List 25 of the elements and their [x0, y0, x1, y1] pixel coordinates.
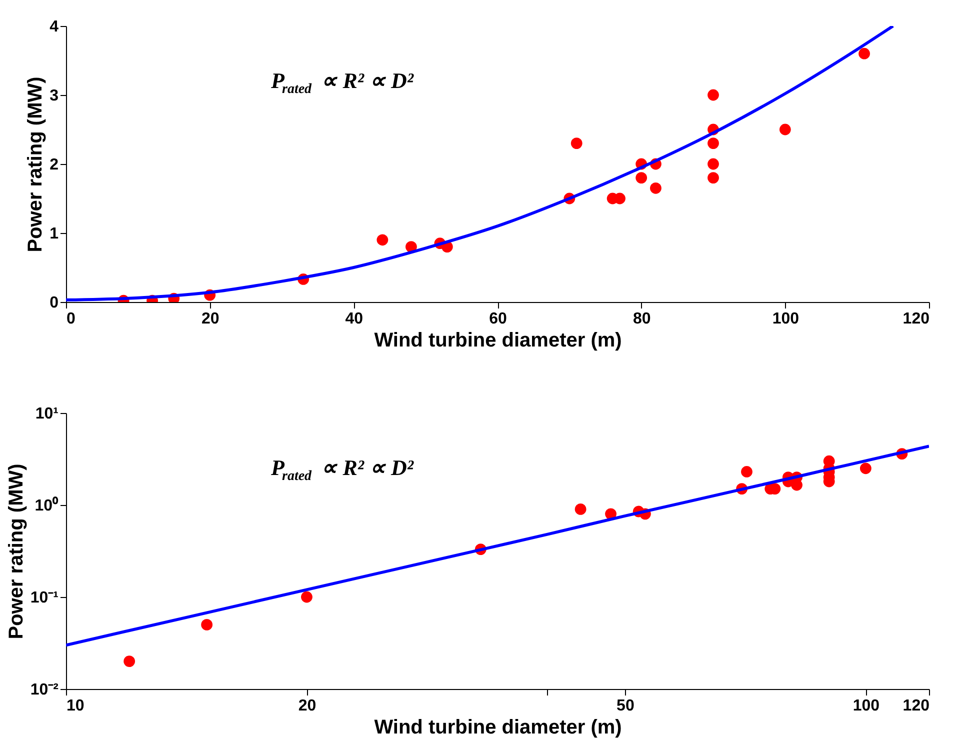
y-axis-title: Power rating (MW) [24, 76, 47, 252]
x-tick-label: 80 [632, 310, 651, 328]
x-tick-label: 40 [345, 310, 364, 328]
y-tick-label: 1 [50, 226, 59, 242]
x-tick-label: 50 [616, 698, 634, 714]
x-tick-label: 20 [201, 310, 220, 328]
x-axis-title: Wind turbine diameter (m) [374, 330, 622, 352]
y-tick-label: 3 [50, 88, 59, 104]
x-tick-label: 0 [66, 310, 76, 328]
y-tick-label: 10⁰ [34, 496, 58, 514]
y-tick-label: 10¹ [35, 406, 58, 422]
x-tick-label: 20 [298, 698, 316, 714]
y-tick-label: 2 [50, 156, 59, 174]
x-tick-label: 100 [772, 310, 800, 328]
y-tick-label: 10⁻¹ [30, 590, 58, 606]
y-tick-label: 10⁻² [30, 682, 58, 698]
y-tick-label: 4 [50, 18, 59, 36]
y-axis-title: Power rating (MW) [5, 464, 28, 640]
x-tick-label: 120 [902, 698, 930, 714]
x-tick-label: 100 [852, 698, 880, 714]
x-tick-label: 10 [66, 698, 84, 714]
y-tick-label: 0 [50, 294, 59, 312]
x-tick-label: 60 [489, 310, 507, 328]
x-axis-title: Wind turbine diameter (m) [374, 716, 622, 738]
x-tick-label: 120 [902, 310, 930, 328]
